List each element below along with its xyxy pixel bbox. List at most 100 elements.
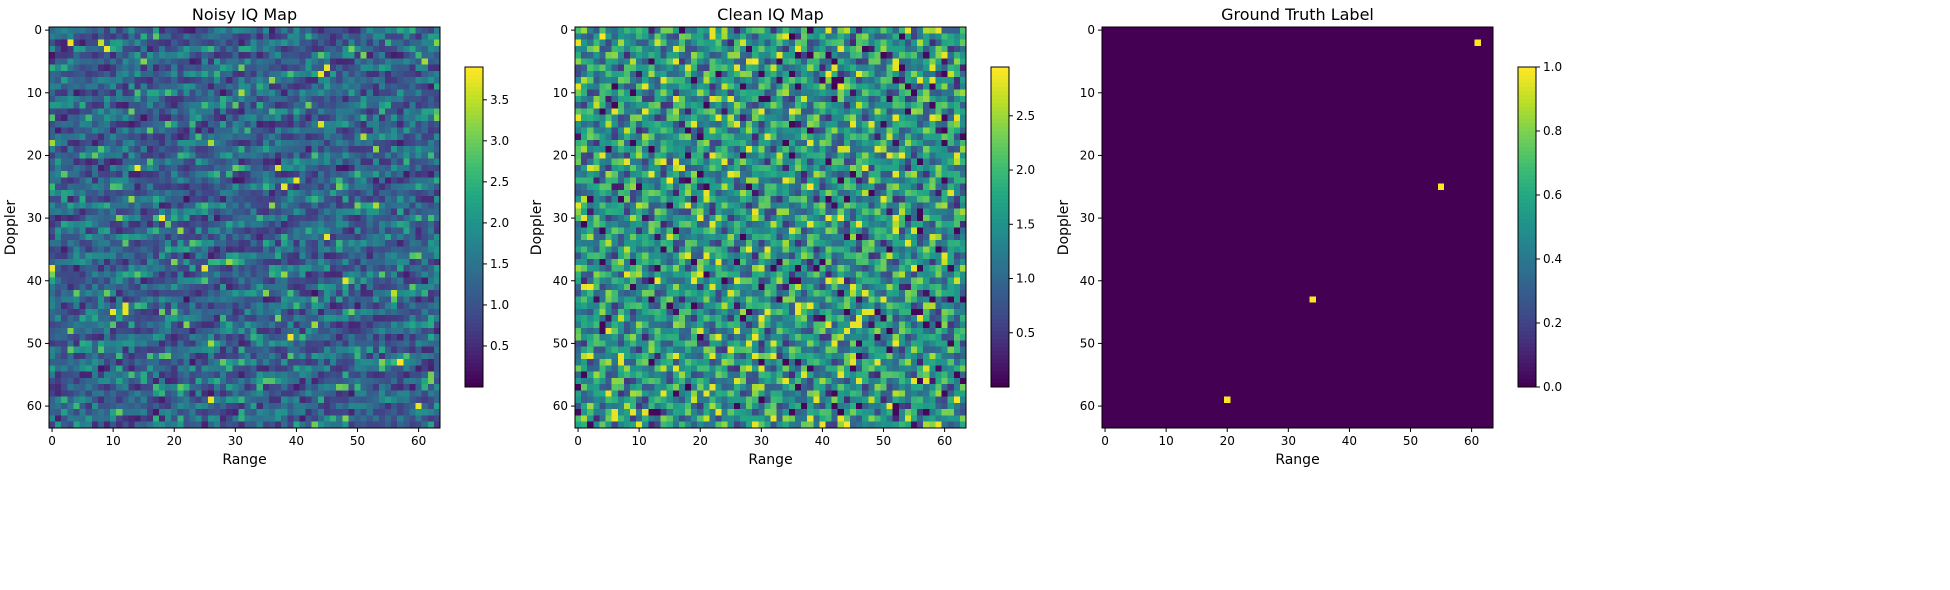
heatmap-cell xyxy=(409,302,416,310)
heatmap-cell xyxy=(311,152,319,159)
heatmap-cell xyxy=(330,152,337,159)
heatmap-cell xyxy=(189,196,196,203)
x-tick-label: 0 xyxy=(48,434,56,448)
heatmap-cell xyxy=(305,246,313,253)
heatmap-cell xyxy=(275,402,282,410)
heatmap-cell xyxy=(91,89,99,97)
heatmap-cell xyxy=(85,296,93,304)
heatmap-cell xyxy=(171,352,178,360)
heatmap-cell xyxy=(128,365,135,372)
heatmap-cell xyxy=(128,164,135,172)
heatmap-cell xyxy=(165,77,172,84)
heatmap-cell xyxy=(256,33,264,40)
heatmap-cell xyxy=(330,265,337,272)
heatmap-cell xyxy=(354,390,361,398)
heatmap-cell xyxy=(232,302,239,310)
heatmap-cell xyxy=(97,352,105,360)
heatmap-cell xyxy=(397,415,404,423)
heatmap-cell xyxy=(128,52,135,59)
heatmap-cell xyxy=(262,83,270,91)
heatmap-cell xyxy=(281,177,288,184)
heatmap-cell xyxy=(122,214,129,222)
heatmap-cell xyxy=(73,265,80,272)
heatmap-cell xyxy=(287,240,294,247)
heatmap-cell xyxy=(177,70,184,78)
heatmap-cell xyxy=(807,58,814,65)
heatmap-cell xyxy=(183,146,190,153)
heatmap-cell xyxy=(385,271,392,278)
heatmap-cell xyxy=(305,258,313,266)
heatmap-cell xyxy=(220,227,227,235)
heatmap-cell xyxy=(433,158,441,166)
heatmap-cell xyxy=(146,171,154,178)
heatmap-cell xyxy=(348,252,355,260)
heatmap-cell xyxy=(348,27,355,34)
heatmap-cell xyxy=(311,133,319,141)
heatmap-cell xyxy=(293,302,300,310)
heatmap-cell xyxy=(213,152,221,159)
heatmap-cell xyxy=(433,139,441,147)
heatmap-cell xyxy=(177,240,184,247)
heatmap-cell xyxy=(703,27,710,34)
heatmap-cell xyxy=(709,27,716,34)
heatmap-cell xyxy=(293,415,300,423)
heatmap-cell xyxy=(110,302,117,310)
heatmap-cell xyxy=(177,146,184,153)
heatmap-cell xyxy=(917,64,924,72)
heatmap-cell xyxy=(427,283,435,291)
heatmap-cell xyxy=(788,27,796,34)
heatmap-cell xyxy=(49,283,56,291)
heatmap-cell xyxy=(103,390,111,398)
heatmap-cell xyxy=(97,152,105,159)
heatmap-cell xyxy=(262,58,270,65)
heatmap-cell xyxy=(158,52,166,59)
heatmap-cell xyxy=(636,95,643,103)
heatmap-cell xyxy=(262,221,270,228)
heatmap-cell xyxy=(177,265,184,272)
heatmap-cell xyxy=(116,421,123,429)
heatmap-cell xyxy=(275,58,282,65)
heatmap-cell xyxy=(372,196,380,203)
heatmap-cell xyxy=(733,77,741,84)
heatmap-cell xyxy=(360,214,368,222)
heatmap-cell xyxy=(91,265,99,272)
heatmap-cell xyxy=(238,258,245,266)
heatmap-cell xyxy=(336,240,343,247)
heatmap-cell xyxy=(348,45,355,53)
heatmap-cell xyxy=(177,158,184,166)
heatmap-cell xyxy=(140,384,148,391)
heatmap-cell xyxy=(171,277,178,285)
heatmap-cell xyxy=(134,189,141,197)
heatmap-cell xyxy=(636,33,643,40)
heatmap-cell xyxy=(917,95,924,103)
heatmap-cell xyxy=(79,214,87,222)
heatmap-cell xyxy=(342,146,349,153)
heatmap-cell xyxy=(348,189,355,197)
heatmap-cell xyxy=(360,340,368,347)
heatmap-cell xyxy=(122,377,129,385)
heatmap-cell xyxy=(146,183,154,191)
x-tick-label: 30 xyxy=(228,434,243,448)
heatmap-cell xyxy=(128,302,135,310)
heatmap-cell xyxy=(158,221,166,228)
heatmap-cell xyxy=(317,352,325,360)
heatmap-cell xyxy=(727,95,735,103)
heatmap-cell xyxy=(275,27,282,34)
heatmap-cell xyxy=(226,334,233,341)
heatmap-cell xyxy=(55,33,62,40)
heatmap-cell xyxy=(134,421,141,429)
heatmap-cell xyxy=(213,340,221,347)
heatmap-cell xyxy=(91,421,99,429)
heatmap-cell xyxy=(262,70,270,78)
heatmap-cell xyxy=(605,83,613,91)
heatmap-cell xyxy=(85,246,93,253)
heatmap-cell xyxy=(794,58,802,65)
heatmap-cell xyxy=(348,214,355,222)
heatmap-cell xyxy=(152,189,160,197)
heatmap-cell xyxy=(385,415,392,423)
heatmap-cell xyxy=(152,171,160,178)
heatmap-cell xyxy=(433,45,441,53)
heatmap-cell xyxy=(281,396,288,404)
heatmap-cell xyxy=(281,202,288,210)
heatmap-cell xyxy=(201,108,209,116)
